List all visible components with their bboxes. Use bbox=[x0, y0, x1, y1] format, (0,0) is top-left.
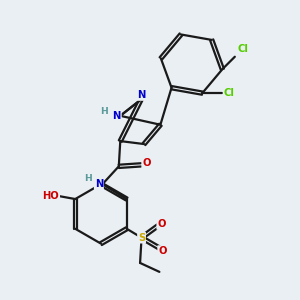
Text: N: N bbox=[112, 111, 121, 121]
Text: Cl: Cl bbox=[224, 88, 235, 98]
Text: O: O bbox=[142, 158, 151, 168]
Text: N: N bbox=[95, 179, 103, 189]
Text: H: H bbox=[100, 107, 108, 116]
Text: N: N bbox=[137, 90, 145, 100]
Text: O: O bbox=[157, 219, 166, 229]
Text: Cl: Cl bbox=[238, 44, 249, 54]
Text: HO: HO bbox=[43, 191, 59, 201]
Text: H: H bbox=[84, 174, 92, 183]
Text: O: O bbox=[158, 246, 166, 256]
Text: S: S bbox=[138, 233, 145, 243]
